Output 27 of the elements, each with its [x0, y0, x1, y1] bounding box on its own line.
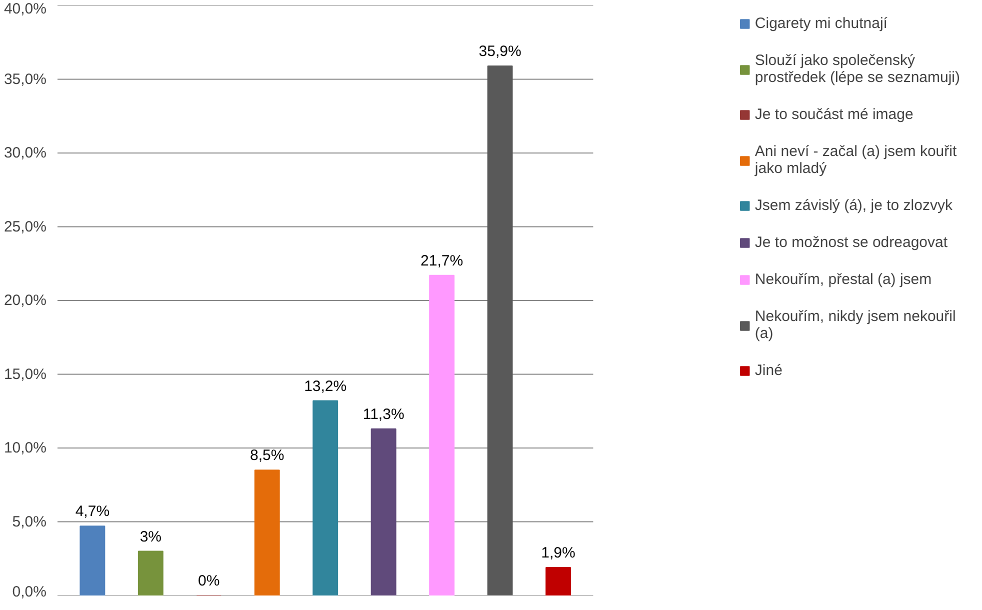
y-tick-label: 5,0% — [12, 513, 47, 530]
y-tick-label: 30,0% — [4, 144, 47, 162]
legend-label: Slouží jako společenský prostředek (lépe se seznamuji) — [754, 52, 960, 86]
data-label: 11,3% — [362, 406, 404, 423]
data-label: 3% — [140, 528, 162, 546]
legend-label: Jiné — [754, 362, 782, 379]
data-label: 4,7% — [75, 503, 110, 520]
legend-label: Je to součást mé image — [754, 106, 914, 123]
y-tick-label: 10,0% — [4, 440, 47, 456]
data-label: 1,9% — [541, 544, 576, 562]
data-label: 35,9% — [478, 42, 522, 60]
legend-label: Cigarety mi chutnají — [754, 15, 888, 32]
legend-label: Je to možnost se odreagovat — [754, 234, 948, 251]
legend-label: Nekouřím, nikdy jsem nekouřil (a) — [754, 308, 956, 342]
data-label: 8,5% — [250, 447, 284, 464]
data-label: 21,7% — [420, 252, 464, 270]
data-label: 0% — [198, 572, 220, 590]
legend-label: Jsem závislý (á), je to zlozvyk — [754, 197, 952, 214]
y-tick-label: 40,0% — [4, 0, 47, 18]
legend-label: Ani neví - začal (a) jsem kouřit jako mladý — [754, 143, 957, 177]
y-tick-label: 35,0% — [4, 70, 47, 88]
y-tick-label: 20,0% — [4, 292, 47, 309]
y-tick-label: 0,0% — [12, 584, 47, 600]
legend-label: Nekouřím, přestal (a) jsem — [754, 271, 932, 288]
y-tick-label: 15,0% — [4, 366, 47, 383]
data-label: 13,2% — [304, 378, 347, 395]
y-tick-label: 25,0% — [4, 218, 47, 236]
